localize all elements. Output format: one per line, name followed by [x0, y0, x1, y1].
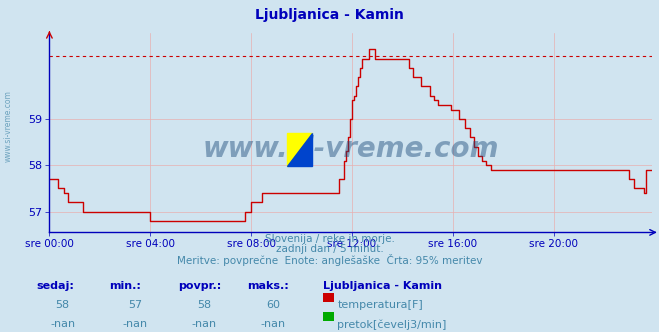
- Text: temperatura[F]: temperatura[F]: [337, 300, 423, 310]
- Text: -nan: -nan: [50, 319, 75, 329]
- Text: sedaj:: sedaj:: [36, 281, 74, 290]
- Text: Meritve: povprečne  Enote: anglešaške  Črta: 95% meritev: Meritve: povprečne Enote: anglešaške Črt…: [177, 254, 482, 266]
- Text: 57: 57: [128, 300, 142, 310]
- Text: Slovenija / reke in morje.: Slovenija / reke in morje.: [264, 234, 395, 244]
- Text: zadnji dan / 5 minut.: zadnji dan / 5 minut.: [275, 244, 384, 254]
- Text: -nan: -nan: [123, 319, 148, 329]
- Text: maks.:: maks.:: [247, 281, 289, 290]
- Text: 58: 58: [197, 300, 212, 310]
- Text: www.si-vreme.com: www.si-vreme.com: [203, 135, 499, 163]
- Text: 58: 58: [55, 300, 70, 310]
- Text: www.si-vreme.com: www.si-vreme.com: [3, 90, 13, 162]
- Text: Ljubljanica - Kamin: Ljubljanica - Kamin: [323, 281, 442, 290]
- Text: pretok[čevelj3/min]: pretok[čevelj3/min]: [337, 319, 447, 330]
- Text: min.:: min.:: [109, 281, 140, 290]
- Text: povpr.:: povpr.:: [178, 281, 221, 290]
- Polygon shape: [287, 133, 312, 166]
- Text: 60: 60: [266, 300, 281, 310]
- Text: Ljubljanica - Kamin: Ljubljanica - Kamin: [255, 8, 404, 22]
- Text: -nan: -nan: [261, 319, 286, 329]
- Polygon shape: [287, 133, 312, 166]
- Text: -nan: -nan: [192, 319, 217, 329]
